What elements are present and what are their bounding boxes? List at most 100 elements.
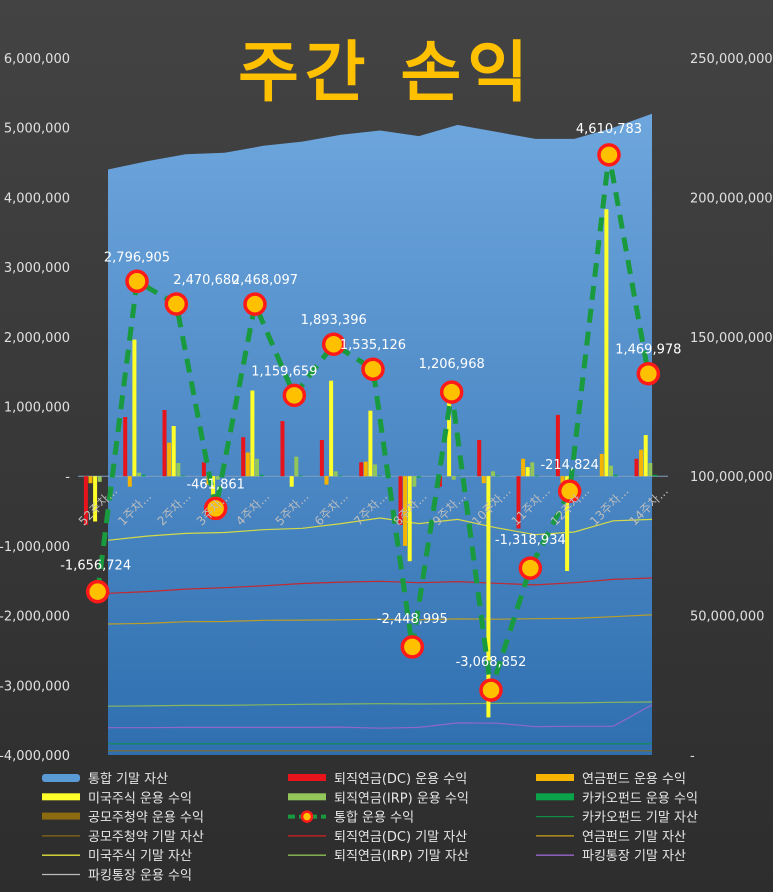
total-return-line bbox=[95, 152, 651, 693]
total-marker bbox=[243, 292, 267, 316]
bar bbox=[127, 476, 132, 487]
bar bbox=[162, 410, 167, 477]
bar bbox=[329, 380, 334, 477]
legend-item: 퇴직연금(IRP) 운용 수익 bbox=[288, 791, 469, 806]
bar bbox=[648, 463, 653, 477]
total-data-label: -214,824 bbox=[540, 458, 598, 473]
asset-line bbox=[108, 704, 653, 729]
legend-label: 카카오펀드 기말 자산 bbox=[582, 811, 698, 826]
total-marker bbox=[85, 579, 110, 604]
legend-item: 파킹통장 기말 자산 bbox=[536, 849, 686, 864]
total-data-label: 2,796,905 bbox=[104, 250, 170, 265]
bar bbox=[486, 476, 491, 718]
bar bbox=[403, 476, 408, 546]
area-layer bbox=[108, 113, 652, 756]
bar bbox=[495, 475, 500, 477]
legend-item: 미국주식 기말 자산 bbox=[42, 849, 192, 864]
legend-item: 통합 운용 수익 bbox=[288, 810, 414, 826]
total-marker bbox=[597, 143, 621, 167]
bar bbox=[555, 414, 560, 477]
bar bbox=[294, 456, 299, 477]
total-data-label: -1,318,934 bbox=[495, 533, 566, 548]
bar bbox=[241, 437, 246, 477]
y-left-tick-label: 3,000,000 bbox=[4, 261, 70, 276]
bar bbox=[609, 465, 613, 477]
y-left-tick-label: 6,000,000 bbox=[4, 52, 70, 67]
bar bbox=[319, 440, 324, 477]
bar bbox=[83, 476, 88, 525]
asset-lines-layer bbox=[107, 517, 653, 752]
legend-item: 퇴직연금(IRP) 기말 자산 bbox=[288, 849, 469, 864]
total-data-label: -1,656,724 bbox=[60, 559, 131, 574]
total-marker bbox=[282, 383, 307, 408]
asset-line bbox=[107, 614, 653, 625]
legend-item: 카카오펀드 운용 수익 bbox=[536, 791, 698, 806]
bar bbox=[491, 471, 495, 477]
bar bbox=[534, 475, 539, 477]
legend-item: 연금펀드 운용 수익 bbox=[536, 772, 686, 787]
total-marker bbox=[361, 357, 385, 381]
total-data-label: 1,159,659 bbox=[251, 364, 317, 379]
bar bbox=[167, 442, 172, 477]
bar bbox=[338, 475, 343, 477]
legend-swatch bbox=[42, 793, 80, 801]
bar bbox=[137, 472, 141, 477]
legend-label: 공모주청약 운용 수익 bbox=[88, 811, 204, 826]
bar bbox=[359, 462, 364, 477]
total-marker bbox=[479, 678, 503, 702]
total-marker bbox=[557, 479, 582, 503]
y-left-tick-label: -3,000,000 bbox=[0, 679, 70, 694]
legend-label: 퇴직연금(IRP) 운용 수익 bbox=[334, 791, 469, 806]
area-total-assets bbox=[108, 113, 652, 756]
bar bbox=[201, 462, 206, 477]
legend-label: 퇴직연금(DC) 기말 자산 bbox=[334, 830, 467, 845]
total-marker bbox=[518, 556, 543, 580]
bar bbox=[525, 467, 530, 477]
bar bbox=[604, 209, 609, 477]
bar bbox=[456, 475, 461, 477]
legend-label: 공모주청약 기말 자산 bbox=[88, 830, 204, 845]
y-left-tick-label: 2,000,000 bbox=[4, 331, 70, 346]
legend-item: 연금펀드 기말 자산 bbox=[536, 830, 686, 845]
total-data-label: -2,448,995 bbox=[377, 612, 448, 627]
bar bbox=[289, 476, 294, 487]
total-marker bbox=[439, 380, 464, 404]
legend-item: 공모주청약 운용 수익 bbox=[42, 811, 204, 826]
legend-item: 퇴직연금(DC) 운용 수익 bbox=[288, 772, 467, 787]
legend-item: 퇴직연금(DC) 기말 자산 bbox=[288, 830, 467, 845]
bar bbox=[88, 476, 93, 484]
bar bbox=[176, 463, 181, 477]
bar bbox=[180, 475, 185, 477]
legend-swatch bbox=[288, 774, 326, 781]
legend-swatch bbox=[42, 774, 80, 782]
bar bbox=[416, 476, 421, 478]
bar bbox=[634, 458, 639, 477]
y-right-tick-label: 50,000,000 bbox=[690, 610, 764, 625]
y-left-tick-label: -1,000,000 bbox=[0, 540, 70, 555]
total-marker bbox=[125, 269, 149, 294]
bar bbox=[132, 339, 137, 477]
legend-marker bbox=[300, 810, 314, 823]
total-data-label: 1,469,978 bbox=[615, 343, 681, 358]
bar bbox=[250, 390, 255, 477]
bar bbox=[259, 474, 264, 477]
total-data-label: 2,468,097 bbox=[232, 273, 298, 288]
bar bbox=[324, 476, 329, 485]
total-data-label: 4,610,783 bbox=[576, 122, 642, 137]
bar bbox=[97, 476, 102, 482]
y-left-tick-label: - bbox=[65, 470, 70, 485]
legend-label: 통합 운용 수익 bbox=[334, 811, 414, 826]
y-left-tick-label: 5,000,000 bbox=[4, 122, 70, 137]
bar bbox=[123, 417, 128, 477]
total-marker bbox=[164, 292, 189, 316]
legend-label: 미국주식 운용 수익 bbox=[88, 791, 192, 806]
bar bbox=[530, 462, 535, 477]
total-data-label: 1,206,968 bbox=[419, 357, 485, 372]
asset-line bbox=[107, 517, 653, 541]
legend-item: 미국주식 운용 수익 bbox=[42, 791, 192, 806]
bar bbox=[643, 435, 648, 477]
